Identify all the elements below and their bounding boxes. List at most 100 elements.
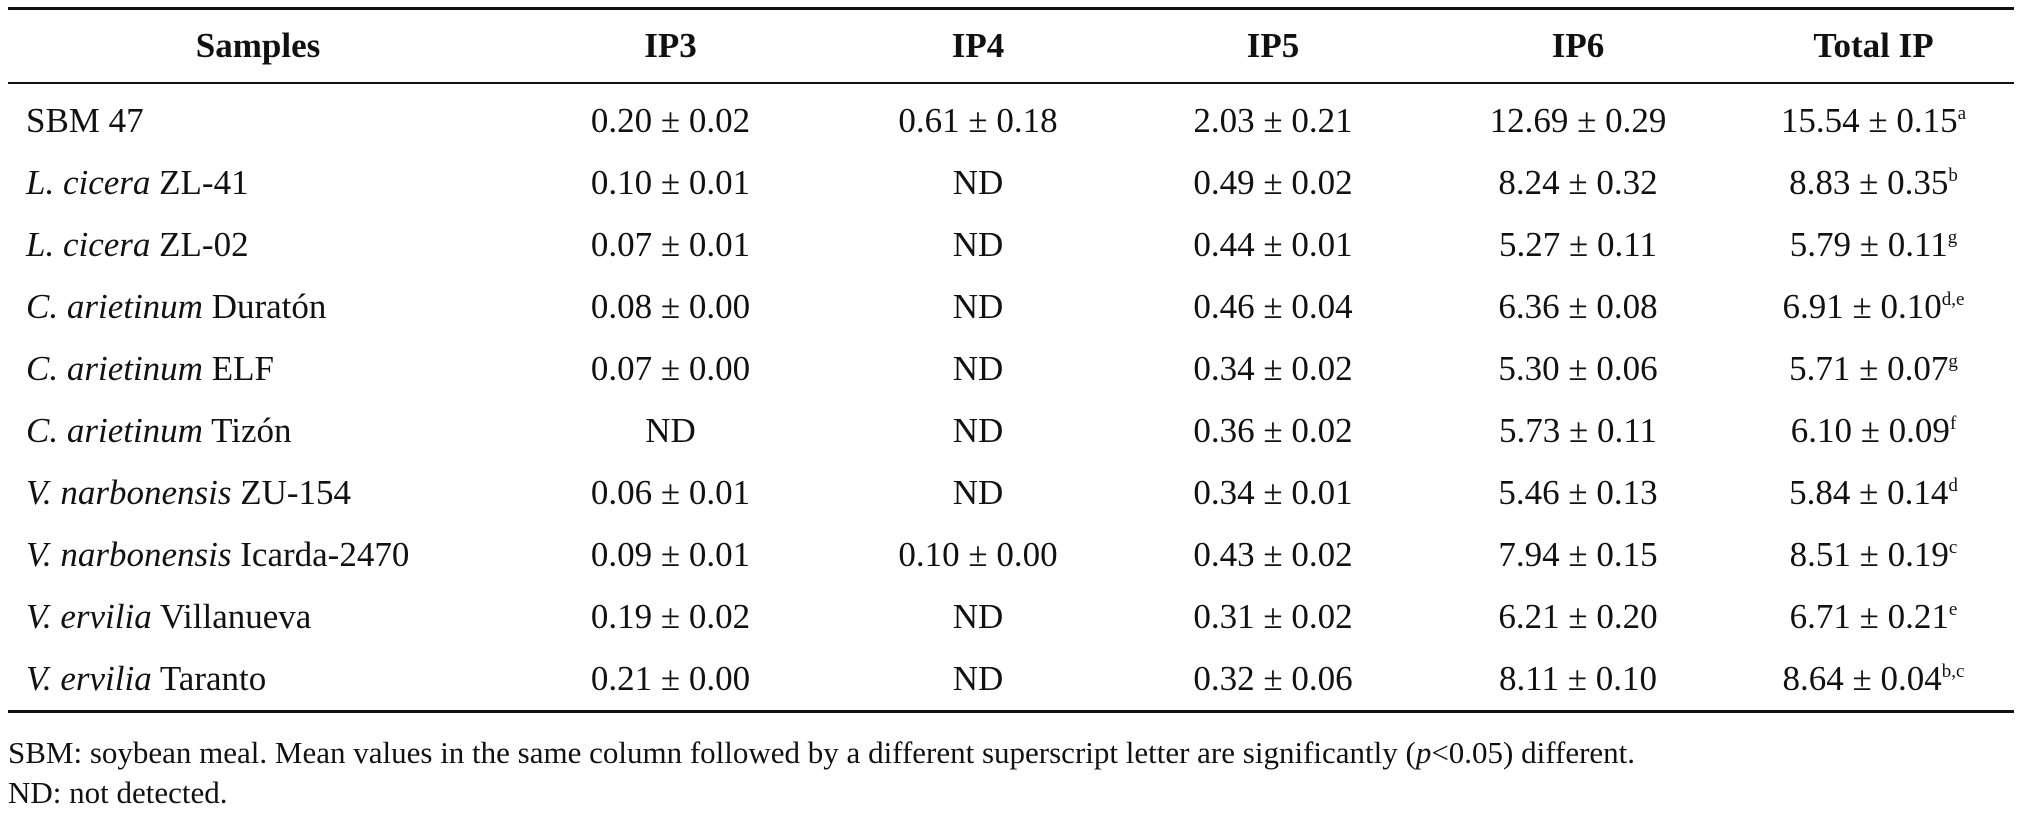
cell-ip5: 0.36 ± 0.02	[1193, 411, 1353, 450]
cell-ip3: ND	[645, 411, 696, 450]
cell-ip5: 0.46 ± 0.04	[1193, 287, 1353, 326]
cell-ip6: 5.30 ± 0.06	[1498, 349, 1658, 388]
cell-sample: L. cicera ZL-41	[8, 152, 508, 214]
sample-genus: C. arietinum	[26, 349, 203, 388]
cell-ip5: 0.31 ± 0.02	[1193, 597, 1353, 636]
total-value: 6.91 ± 0.10	[1782, 287, 1942, 326]
sample-genus: L. cicera	[26, 163, 151, 202]
cell-ip3: 0.10 ± 0.01	[590, 163, 751, 202]
cell-total-ip: 5.84 ± 0.14d	[1733, 462, 2014, 524]
cell-ip6: 7.94 ± 0.15	[1498, 535, 1658, 574]
sample-genus: V. ervilia	[26, 659, 152, 698]
cell-ip4: ND	[952, 473, 1004, 512]
cell-total-ip: 8.83 ± 0.35b	[1733, 152, 2014, 214]
cell-ip4: 0.10 ± 0.00	[898, 535, 1058, 574]
table-row: V. ervilia Villanueva 0.19 ± 0.02 ND 0.31 ±…	[8, 586, 2014, 648]
table-row: C. arietinum Duratón 0.08 ± 0.00 ND 0.46 ± …	[8, 276, 2014, 338]
cell-ip5: 0.32 ± 0.06	[1193, 659, 1353, 698]
sample-name: Villanueva	[151, 597, 312, 636]
header-samples: Samples	[195, 26, 321, 65]
cell-sample: SBM 47	[8, 83, 508, 152]
sample-name: ZU-154	[231, 473, 352, 512]
sample-genus: V. ervilia	[26, 597, 152, 636]
sample-name: Icarda-2470	[231, 535, 410, 574]
total-value: 5.71 ± 0.07	[1789, 349, 1949, 388]
header-ip5: IP5	[1246, 26, 1300, 65]
footnote-text-a: SBM: soybean meal. Mean values in the sa…	[8, 735, 1416, 770]
table-row: L. cicera ZL-02 0.07 ± 0.01 ND 0.44 ± 0.01 5…	[8, 214, 2014, 276]
total-value: 15.54 ± 0.15	[1780, 101, 1958, 140]
cell-ip3: 0.06 ± 0.01	[590, 473, 751, 512]
cell-ip4: ND	[952, 163, 1004, 202]
sample-genus: V. narbonensis	[26, 535, 232, 574]
cell-ip6: 5.73 ± 0.11	[1499, 411, 1657, 450]
cell-ip5: 0.34 ± 0.01	[1193, 473, 1353, 512]
sample-genus: V. narbonensis	[26, 473, 232, 512]
cell-sample: V. narbonensis Icarda-2470	[8, 524, 508, 586]
data-table-container: Samples IP3 IP4 IP5 IP6 Total IP SBM 47 0…	[8, 7, 2014, 713]
footnote-line-2: ND: not detected.	[8, 775, 228, 810]
cell-ip4: ND	[952, 225, 1004, 264]
table-row: V. ervilia Taranto 0.21 ± 0.00 ND 0.32 ± 0.…	[8, 648, 2014, 712]
cell-sample: C. arietinum Duratón	[8, 276, 508, 338]
cell-ip4: 0.61 ± 0.18	[898, 101, 1058, 140]
header-ip4: IP4	[951, 26, 1005, 65]
significance-letter: b,c	[1941, 661, 1965, 682]
cell-sample: C. arietinum ELF	[8, 338, 508, 400]
sample-genus: C. arietinum	[26, 287, 203, 326]
cell-sample: V. narbonensis ZU-154	[8, 462, 508, 524]
header-total-ip: Total IP	[1813, 26, 1934, 65]
sample-name: ZL-41	[150, 163, 249, 202]
cell-ip3: 0.09 ± 0.01	[590, 535, 751, 574]
footnote-text-b: <0.05) different.	[1431, 735, 1636, 770]
total-value: 5.84 ± 0.14	[1789, 473, 1949, 512]
cell-ip3: 0.21 ± 0.00	[590, 659, 751, 698]
cell-ip5: 0.49 ± 0.02	[1193, 163, 1353, 202]
table-body: SBM 47 0.20 ± 0.02 0.61 ± 0.18 2.03 ± 0.21 1…	[8, 83, 2014, 712]
cell-ip4: ND	[952, 349, 1004, 388]
cell-total-ip: 5.79 ± 0.11g	[1733, 214, 2014, 276]
cell-ip6: 6.36 ± 0.08	[1498, 287, 1658, 326]
sample-name: Duratón	[202, 287, 327, 326]
total-value: 5.79 ± 0.11	[1789, 225, 1948, 264]
table-header-row: Samples IP3 IP4 IP5 IP6 Total IP	[8, 8, 2014, 83]
cell-ip3: 0.19 ± 0.02	[590, 597, 751, 636]
cell-total-ip: 8.64 ± 0.04b,c	[1733, 648, 2014, 712]
significance-letter: b	[1948, 165, 1958, 186]
inositol-phosphate-table: Samples IP3 IP4 IP5 IP6 Total IP SBM 47 0…	[8, 7, 2014, 713]
significance-letter: c	[1948, 537, 1958, 558]
sample-name: ELF	[202, 349, 274, 388]
cell-total-ip: 6.71 ± 0.21e	[1733, 586, 2014, 648]
cell-ip4: ND	[952, 659, 1004, 698]
significance-letter: e	[1948, 599, 1958, 620]
cell-ip5: 0.43 ± 0.02	[1193, 535, 1353, 574]
significance-letter: d	[1948, 475, 1958, 496]
cell-ip6: 8.11 ± 0.10	[1499, 659, 1657, 698]
table-row: C. arietinum ELF 0.07 ± 0.00 ND 0.34 ± 0.02…	[8, 338, 2014, 400]
significance-letter: f	[1949, 413, 1957, 434]
cell-ip4: ND	[952, 287, 1004, 326]
cell-ip5: 2.03 ± 0.21	[1193, 101, 1353, 140]
cell-ip5: 0.34 ± 0.02	[1193, 349, 1353, 388]
total-value: 8.64 ± 0.04	[1782, 659, 1942, 698]
cell-sample: V. ervilia Villanueva	[8, 586, 508, 648]
footnote-line-1: SBM: soybean meal. Mean values in the sa…	[8, 733, 2014, 773]
cell-total-ip: 6.10 ± 0.09f	[1733, 400, 2014, 462]
cell-sample: C. arietinum Tizón	[8, 400, 508, 462]
significance-letter: a	[1957, 103, 1967, 124]
cell-ip4: ND	[952, 597, 1004, 636]
significance-letter: d,e	[1941, 289, 1965, 310]
cell-ip3: 0.08 ± 0.00	[590, 287, 751, 326]
cell-ip4: ND	[952, 411, 1004, 450]
cell-ip5: 0.44 ± 0.01	[1193, 225, 1353, 264]
header-ip6: IP6	[1551, 26, 1605, 65]
cell-ip6: 6.21 ± 0.20	[1498, 597, 1658, 636]
table-row: V. narbonensis Icarda-2470 0.09 ± 0.01 0.1…	[8, 524, 2014, 586]
significance-letter: g	[1947, 227, 1958, 248]
sample-genus: C. arietinum	[26, 411, 203, 450]
cell-total-ip: 5.71 ± 0.07g	[1733, 338, 2014, 400]
total-value: 8.83 ± 0.35	[1789, 163, 1949, 202]
significance-letter: g	[1948, 351, 1958, 372]
cell-ip6: 5.27 ± 0.11	[1499, 225, 1657, 264]
cell-total-ip: 6.91 ± 0.10d,e	[1733, 276, 2014, 338]
